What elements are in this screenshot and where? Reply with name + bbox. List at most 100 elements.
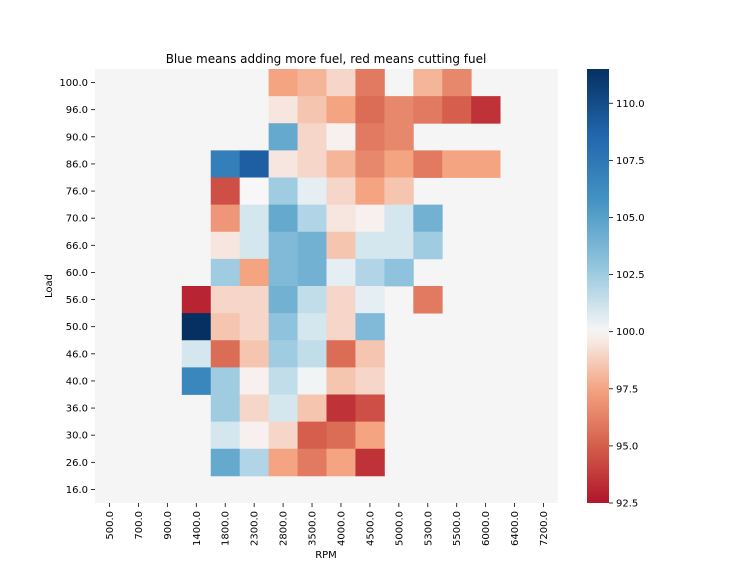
x-tick-label: 5300.0 (423, 511, 434, 546)
heatmap-cell (413, 69, 443, 97)
heatmap-cell (413, 150, 443, 178)
heatmap-cell (239, 394, 270, 423)
heatmap-cell (413, 231, 443, 260)
heatmap-cell (268, 96, 298, 124)
colorbar-tick-label: 92.5 (616, 499, 638, 510)
heatmap-cell (355, 69, 385, 97)
y-tick-label: 66.0 (66, 241, 88, 252)
colorbar-tick-label: 95.0 (616, 441, 638, 452)
heatmap-cell (297, 313, 327, 341)
heatmap-cell (239, 258, 270, 287)
x-tick-label: 6400.0 (510, 511, 521, 546)
heatmap-cell (384, 231, 414, 260)
x-tick-label: 7200.0 (539, 511, 550, 546)
heatmap-cell (239, 313, 270, 341)
heatmap-cell (384, 123, 414, 151)
heatmap-cell (384, 258, 414, 287)
heatmap-cell (181, 313, 212, 341)
heatmap-cell (355, 204, 385, 233)
heatmap-cell (268, 286, 298, 314)
heatmap-cell (297, 286, 327, 314)
x-tick-label: 4500.0 (365, 511, 376, 546)
heatmap-cell (326, 96, 356, 124)
heatmap-cell (471, 96, 501, 124)
heatmap-cell (210, 258, 241, 287)
x-axis-ticks: 500.0 700.0 900.0 1400.0 1800.0 2300.0 2800.0 3… (105, 503, 550, 546)
heatmap-cell (268, 123, 298, 151)
heatmap-cell (210, 340, 241, 368)
heatmap-cell (181, 367, 212, 395)
colorbar-tick-label: 102.5 (616, 270, 645, 281)
heatmap-cell (268, 448, 298, 477)
heatmap-cell (210, 177, 241, 206)
x-tick-label: 2300.0 (250, 511, 261, 546)
y-axis-label: Load (44, 274, 55, 298)
heatmap-cell (326, 448, 356, 477)
heatmap-cell (326, 258, 356, 287)
y-tick-label: 50.0 (66, 322, 88, 333)
heatmap-cell (326, 421, 356, 450)
heatmap-cell (384, 177, 414, 206)
heatmap-cell (268, 421, 298, 450)
heatmap-cell (210, 150, 241, 178)
heatmap-cell (268, 69, 298, 97)
heatmap-cell (297, 69, 327, 97)
heatmap-cell (181, 340, 212, 368)
heatmap-cell (326, 123, 356, 151)
heatmap-cell (210, 286, 241, 314)
heatmap-cell (239, 286, 270, 314)
heatmap-cell (326, 177, 356, 206)
y-tick-label: 100.0 (59, 78, 88, 89)
heatmap-cell (210, 313, 241, 341)
heatmap-cell (210, 448, 241, 477)
heatmap-cell (297, 231, 327, 260)
heatmap-cell (268, 231, 298, 260)
heatmap-cell (297, 258, 327, 287)
heatmap-cell (442, 150, 472, 178)
heatmap-cell (355, 150, 385, 178)
heatmap-cell (268, 394, 298, 423)
colorbar (587, 69, 609, 503)
heatmap-cell (355, 96, 385, 124)
heatmap-cell (355, 231, 385, 260)
colorbar-tick-label: 97.5 (616, 384, 638, 395)
y-tick-label: 60.0 (66, 268, 88, 279)
heatmap-cell (268, 150, 298, 178)
y-tick-label: 36.0 (66, 404, 88, 415)
heatmap-cell (210, 231, 241, 260)
y-tick-label: 76.0 (66, 187, 88, 198)
colorbar-tick-label: 100.0 (616, 327, 645, 338)
heatmap-cell (297, 204, 327, 233)
heatmap-cell (239, 204, 270, 233)
heatmap-cell (326, 150, 356, 178)
heatmap-cell (239, 421, 270, 450)
heatmap-cell (413, 204, 443, 233)
x-tick-label: 3500.0 (308, 511, 319, 546)
heatmap-cell (355, 421, 385, 450)
x-tick-label: 700.0 (134, 511, 145, 540)
heatmap-cell (268, 340, 298, 368)
heatmap-cell (297, 96, 327, 124)
heatmap-cell (355, 286, 385, 314)
heatmap-cell (210, 421, 241, 450)
heatmap-cell (355, 177, 385, 206)
x-tick-label: 1800.0 (221, 511, 232, 546)
x-axis-label: RPM (315, 550, 337, 561)
y-tick-label: 46.0 (66, 349, 88, 360)
colorbar-tick-label: 110.0 (616, 99, 645, 110)
heatmap-cell (413, 286, 443, 314)
heatmap-cell (326, 313, 356, 341)
heatmap-cell (384, 150, 414, 178)
heatmap-cell (268, 258, 298, 287)
heatmap-cell (384, 96, 414, 124)
heatmap-cell (326, 69, 356, 97)
x-tick-label: 6000.0 (481, 511, 492, 546)
y-tick-label: 26.0 (66, 458, 88, 469)
heatmap-cell (297, 340, 327, 368)
y-tick-label: 96.0 (66, 105, 88, 116)
x-tick-label: 1400.0 (192, 511, 203, 546)
heatmap-cell (297, 123, 327, 151)
heatmap-cell (355, 448, 385, 477)
heatmap-cell (239, 150, 270, 178)
heatmap-cell (297, 448, 327, 477)
